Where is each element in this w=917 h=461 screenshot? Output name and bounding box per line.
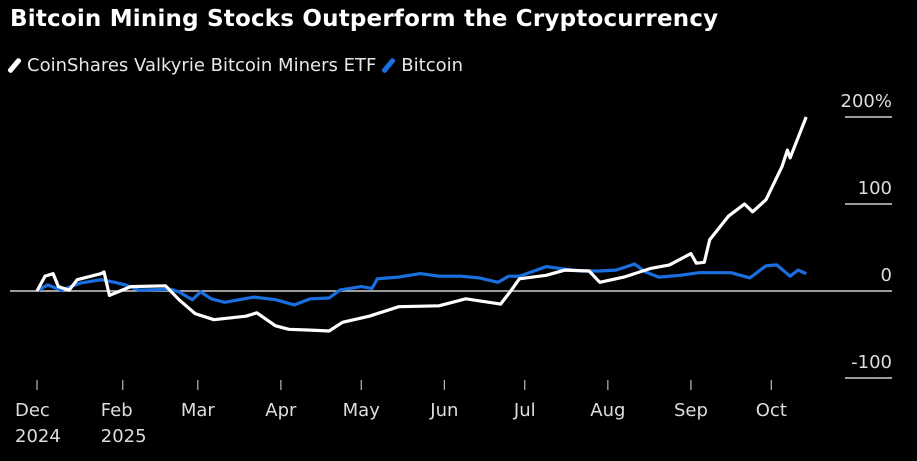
x-tick-label: Dec	[15, 400, 50, 421]
x-tick-label: Aug	[590, 400, 625, 421]
legend-label-bitcoin: Bitcoin	[401, 55, 464, 76]
y-tick-label: 200%	[841, 91, 892, 112]
x-tick-sublabel: 2025	[101, 426, 147, 447]
legend: CoinShares Valkyrie Bitcoin Miners ETF B…	[7, 55, 473, 76]
y-tick-label: -100	[851, 352, 892, 373]
legend-item-bitcoin: Bitcoin	[381, 55, 464, 76]
legend-label-etf: CoinShares Valkyrie Bitcoin Miners ETF	[27, 55, 377, 76]
chart-title: Bitcoin Mining Stocks Outperform the Cry…	[10, 6, 719, 32]
x-tick-label: Oct	[756, 400, 787, 421]
x-tick-label: Sep	[674, 400, 708, 421]
x-tick-label: Jun	[429, 400, 458, 421]
y-tick-label: 100	[858, 178, 892, 199]
series-line-bitcoin	[36, 262, 807, 307]
x-tick-sublabel: 2024	[15, 426, 61, 447]
x-tick-label: May	[343, 400, 381, 421]
y-tick-label: 0	[881, 265, 892, 286]
x-tick-label: Apr	[265, 400, 297, 421]
series-line-etf	[35, 116, 808, 333]
x-tick-label: Jul	[513, 400, 536, 421]
x-tick-label: Mar	[181, 400, 216, 421]
legend-item-etf: CoinShares Valkyrie Bitcoin Miners ETF	[7, 55, 377, 76]
x-tick-label: Feb	[101, 400, 133, 421]
